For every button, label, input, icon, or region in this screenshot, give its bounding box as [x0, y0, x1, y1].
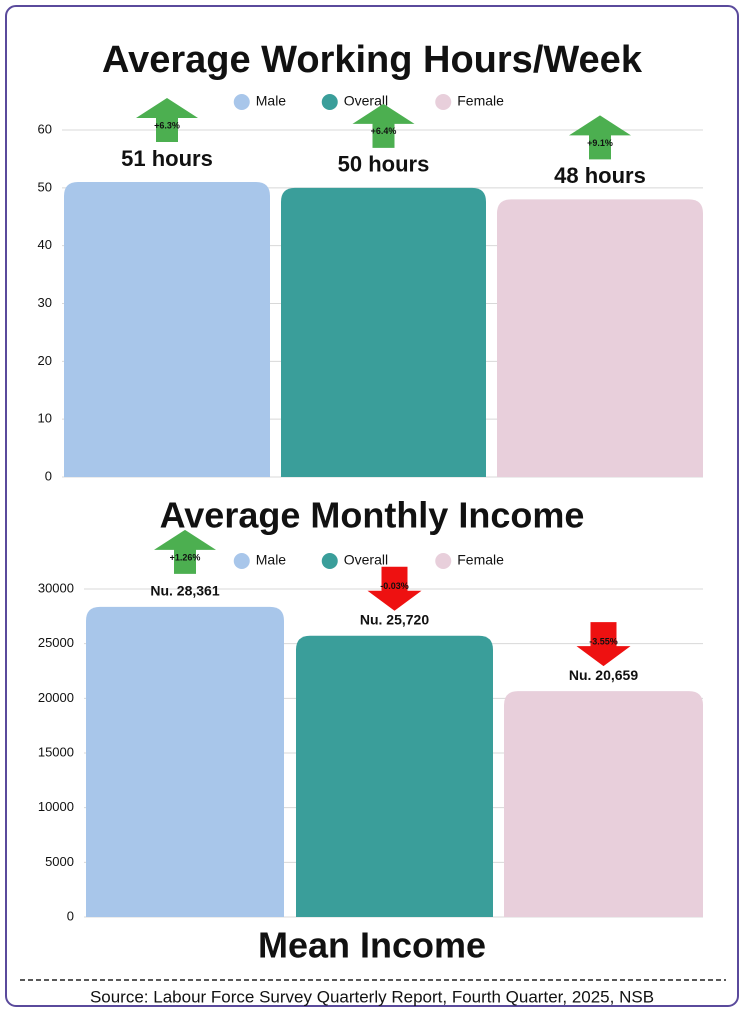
bar: [86, 606, 284, 917]
legend-swatch: [321, 553, 338, 569]
y-tick-label: 5000: [45, 854, 74, 869]
bar: [497, 199, 703, 477]
x-axis-label: Mean Income: [258, 925, 486, 966]
change-label: +1.26%: [170, 552, 201, 562]
bar: [504, 691, 703, 917]
change-arrow: [136, 98, 198, 143]
change-arrow: [569, 115, 631, 160]
legend-label: Male: [256, 93, 287, 109]
legend-swatch: [321, 94, 338, 110]
change-arrow: [576, 622, 631, 667]
legend-label: Overall: [344, 93, 388, 109]
y-tick-label: 0: [45, 468, 52, 483]
legend-label: Female: [457, 93, 504, 109]
y-tick-label: 10000: [38, 799, 74, 814]
chart-title: Average Monthly Income: [160, 495, 585, 536]
y-tick-label: 50: [38, 179, 52, 194]
legend-swatch: [435, 94, 452, 110]
change-label: +6.3%: [154, 120, 180, 130]
bar: [296, 635, 493, 917]
legend-label: Female: [457, 552, 504, 568]
legend-swatch: [435, 553, 452, 569]
change-label: -0.03%: [380, 581, 409, 591]
y-tick-label: 10: [38, 411, 52, 426]
value-label: 50 hours: [338, 152, 430, 177]
change-arrow: [367, 566, 422, 611]
change-arrow: [352, 103, 415, 148]
bar: [281, 187, 486, 478]
change-label: +6.4%: [371, 126, 397, 136]
y-tick-label: 0: [67, 908, 74, 923]
change-label: +9.1%: [587, 138, 613, 148]
change-label: -3.55%: [589, 637, 618, 647]
y-tick-label: 20: [38, 353, 52, 368]
value-label: Nu. 28,361: [150, 583, 219, 599]
y-tick-label: 15000: [38, 744, 74, 759]
value-label: Nu. 20,659: [569, 667, 638, 683]
y-tick-label: 40: [38, 237, 52, 252]
value-label: 48 hours: [554, 163, 646, 188]
legend-swatch: [233, 553, 250, 569]
y-tick-label: 60: [38, 121, 52, 136]
y-tick-label: 30: [38, 295, 52, 310]
legend-label: Male: [256, 552, 287, 568]
legend-swatch: [233, 94, 250, 110]
value-label: 51 hours: [121, 146, 213, 171]
source: Source: Labour Force Survey Quarterly Re…: [90, 987, 654, 1006]
change-arrow: [154, 529, 216, 574]
legend-label: Overall: [344, 552, 388, 568]
value-label: Nu. 25,720: [360, 611, 429, 627]
bar: [64, 182, 270, 478]
y-tick-label: 30000: [38, 580, 74, 595]
y-tick-label: 25000: [38, 635, 74, 650]
y-tick-label: 20000: [38, 690, 74, 705]
chart-title: Average Working Hours/Week: [102, 39, 643, 81]
